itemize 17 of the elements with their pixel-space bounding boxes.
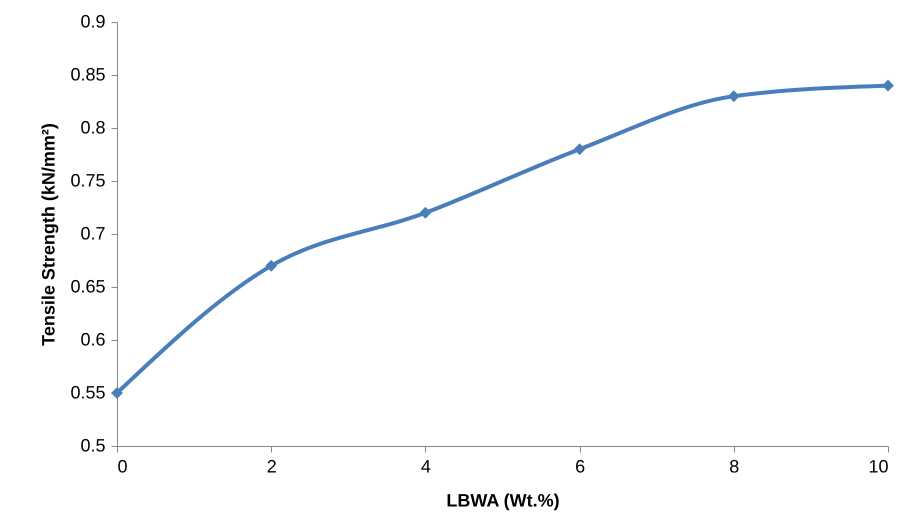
- x-tick-label: 2: [266, 456, 277, 476]
- y-tick-label: 0.8: [80, 118, 106, 138]
- y-tick-label: 0.9: [80, 12, 106, 32]
- x-tick-label: 8: [729, 456, 740, 476]
- y-tick-label: 0.75: [70, 170, 106, 190]
- y-tick-label: 0.6: [80, 330, 106, 350]
- y-tick-label: 0.5: [80, 436, 106, 456]
- x-tick-label: 4: [420, 456, 431, 476]
- x-tick-label: 10: [868, 456, 888, 476]
- y-axis-title: Tensile Strength (kN/mm²): [38, 123, 58, 346]
- y-tick-label: 0.7: [80, 224, 106, 244]
- x-axis-title: LBWA (Wt.%): [446, 490, 560, 510]
- x-tick-label: 6: [575, 456, 586, 476]
- y-tick-label: 0.65: [70, 276, 106, 296]
- y-tick-label: 0.55: [70, 382, 106, 402]
- x-tick-label: 0: [118, 456, 128, 476]
- y-tick-label: 0.85: [70, 64, 106, 84]
